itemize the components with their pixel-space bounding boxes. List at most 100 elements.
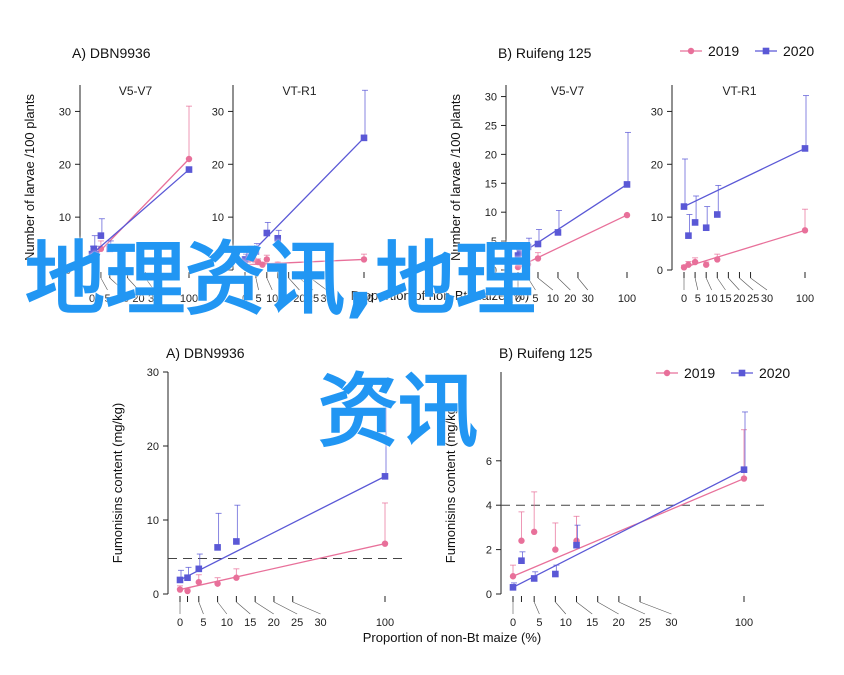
point-2020	[680, 203, 688, 210]
point-2019	[691, 258, 699, 266]
legend-label-2020: 2020	[759, 365, 790, 381]
x-tick-leader	[527, 277, 536, 291]
x-tick-label: 5	[256, 293, 262, 305]
point-2019	[214, 580, 221, 587]
x-tick-label: 10	[560, 617, 572, 629]
x-tick-label: 100	[180, 293, 198, 305]
x-tick-label: 0	[89, 293, 95, 305]
subplot-title: V5-V7	[119, 84, 153, 98]
x-tick-label: 30	[761, 293, 773, 305]
point-2019	[740, 475, 748, 482]
point-2019	[623, 211, 631, 219]
point-2020	[184, 574, 191, 582]
point-2020	[381, 473, 389, 480]
x-tick-leader	[728, 277, 740, 291]
legend-marker-2019	[663, 369, 671, 377]
point-2020	[195, 565, 203, 573]
point-2020	[241, 256, 249, 263]
x-tick-label: 0	[242, 293, 248, 305]
x-tick-label: 30	[582, 293, 594, 305]
point-2019	[263, 256, 271, 263]
x-tick-label: 5	[536, 617, 542, 629]
point-2020	[685, 232, 692, 239]
subplot-title: V5-V7	[551, 84, 585, 98]
panel-title: B) Ruifeng 125	[498, 45, 592, 61]
x-tick-leader	[577, 277, 588, 291]
x-tick-leader	[145, 277, 155, 291]
x-tick-label: 15	[586, 617, 598, 629]
x-tick-leader	[217, 601, 228, 615]
watermark-line-1: 地理资讯,地理	[25, 233, 536, 326]
y-tick-label: 0	[153, 589, 159, 601]
point-2019	[534, 255, 542, 262]
x-tick-leader	[739, 277, 754, 291]
y-tick-label: 10	[651, 212, 663, 224]
point-2020	[97, 232, 105, 239]
point-2019	[241, 261, 249, 268]
point-2020	[713, 211, 721, 218]
y-tick-label: 30	[651, 106, 663, 118]
x-tick-label: 25	[639, 617, 651, 629]
x-tick-label: 20	[268, 617, 280, 629]
series-line-2019	[512, 477, 745, 577]
x-tick-leader	[255, 277, 259, 291]
legend-label-2019: 2019	[684, 365, 715, 381]
x-tick-label: 25	[747, 293, 759, 305]
point-2019	[195, 578, 202, 586]
x-tick-label: 25	[307, 293, 319, 305]
point-2020	[274, 234, 282, 242]
point-2020	[106, 245, 114, 253]
y-tick-label: 10	[212, 212, 224, 224]
watermark-line-2: 资讯	[318, 365, 478, 458]
x-tick-leader	[717, 277, 726, 291]
point-2019	[274, 261, 281, 268]
x-tick-label: 0	[510, 617, 516, 629]
x-tick-label: 30	[148, 293, 160, 305]
point-2020	[90, 245, 98, 253]
point-2020	[185, 166, 193, 173]
point-2020	[92, 250, 99, 258]
x-tick-label: 10	[266, 293, 278, 305]
point-2020	[573, 541, 580, 549]
x-tick-leader	[533, 601, 540, 615]
y-axis-label: Number of larvae /100 plants	[448, 94, 463, 261]
x-tick-label: 20	[733, 293, 745, 305]
x-tick-label: 30	[320, 293, 332, 305]
x-tick-label: 0	[681, 293, 687, 305]
x-axis-label-top: Proportion of non-Bt maize (%)	[351, 288, 529, 303]
y-tick-label: 20	[212, 159, 224, 171]
panel-title: A) DBN9936	[166, 345, 245, 361]
x-tick-label: 30	[314, 617, 326, 629]
y-tick-label: 0	[491, 265, 497, 277]
x-tick-label: 100	[376, 617, 394, 629]
point-2020	[691, 219, 699, 226]
point-2019	[518, 258, 526, 265]
y-tick-label: 10	[59, 212, 71, 224]
x-tick-leader	[198, 601, 204, 615]
point-2019	[185, 155, 193, 163]
point-2020	[518, 557, 525, 564]
x-tick-leader	[694, 277, 699, 291]
series-line-2020	[683, 147, 806, 208]
x-axis-label-bottom: Proportion of non-Bt maize (%)	[363, 630, 541, 645]
y-tick-label: 0	[65, 265, 71, 277]
y-axis-label: Number of larvae /100 plants	[22, 94, 37, 261]
series-line-2019	[179, 543, 386, 591]
point-2020	[88, 250, 96, 258]
x-tick-label: 10	[117, 293, 129, 305]
x-tick-label: 20	[612, 617, 624, 629]
y-tick-label: 30	[59, 106, 71, 118]
point-2020	[252, 248, 260, 255]
x-tick-leader	[127, 277, 139, 291]
x-tick-leader	[557, 277, 571, 291]
point-2019	[259, 261, 266, 268]
x-tick-label: 5	[104, 293, 110, 305]
x-tick-leader	[255, 601, 274, 615]
y-tick-label: 30	[485, 92, 497, 104]
x-tick-label: 30	[665, 617, 677, 629]
y-tick-label: 20	[147, 441, 159, 453]
point-2020	[702, 224, 710, 232]
x-tick-leader	[597, 601, 619, 615]
point-2019	[176, 586, 184, 593]
x-tick-label: 10	[547, 293, 559, 305]
